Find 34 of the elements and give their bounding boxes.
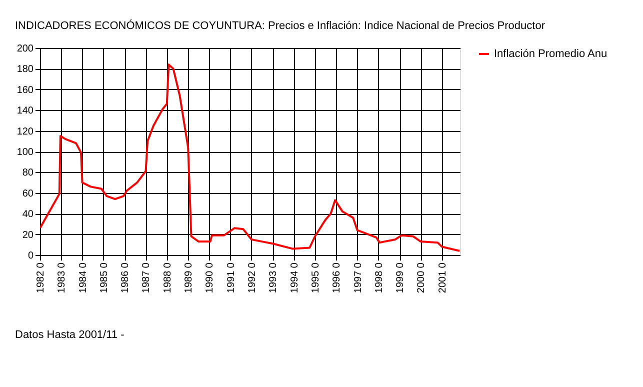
x-tick-label: 2000 0 (416, 262, 428, 294)
y-tick-label: 20 (22, 230, 34, 241)
x-tick-label: 1996 0 (332, 262, 343, 294)
y-tick-label: 60 (22, 188, 34, 200)
x-tick-label: 1987 0 (141, 262, 152, 294)
x-tick-label: 1999 0 (395, 262, 406, 294)
x-tick-label: 1992 0 (246, 262, 258, 294)
y-tick-label: 180 (16, 64, 34, 76)
text: Datos Hasta 2001/11 - (15, 329, 125, 341)
y-tick-label: 120 (16, 126, 34, 138)
y-tick-label: 0 (28, 250, 34, 262)
x-tick-label: 1988 0 (162, 262, 174, 294)
y-tick-label: 80 (22, 168, 34, 179)
chart-title: INDICADORES ECONÓMICOS DE COYUNTURA: Precios e Inflación: Indice Nacional de Precios Productor (15, 19, 546, 32)
x-tick-label: 1989 0 (184, 262, 195, 294)
x-tick-label: 1991 0 (226, 262, 237, 294)
y-tick-label: 200 (16, 44, 34, 54)
x-tick-label: 1995 0 (310, 262, 322, 294)
x-tick-label: 1984 0 (78, 262, 89, 294)
x-tick-label: 1990 0 (204, 262, 216, 294)
legend-label: Inflación Promedio Anu (494, 48, 608, 60)
x-tick-label: 1993 0 (268, 262, 280, 294)
x-tick-label: 1994 0 (289, 262, 300, 294)
y-tick-label: 160 (16, 84, 34, 96)
x-tick-label: 1998 0 (374, 262, 385, 294)
x-tick-label: 1985 0 (98, 262, 110, 294)
y-tick-label: 140 (16, 106, 34, 117)
y-tick-label: 40 (22, 209, 34, 220)
x-tick-label: 1997 0 (352, 262, 364, 294)
x-tick-label: 1982 0 (36, 262, 46, 294)
x-tick-label: 1986 0 (120, 262, 132, 294)
x-tick-label: 1983 0 (56, 262, 68, 294)
x-tick-label: 2001 0 (437, 262, 448, 294)
y-tick-label: 100 (16, 147, 34, 158)
